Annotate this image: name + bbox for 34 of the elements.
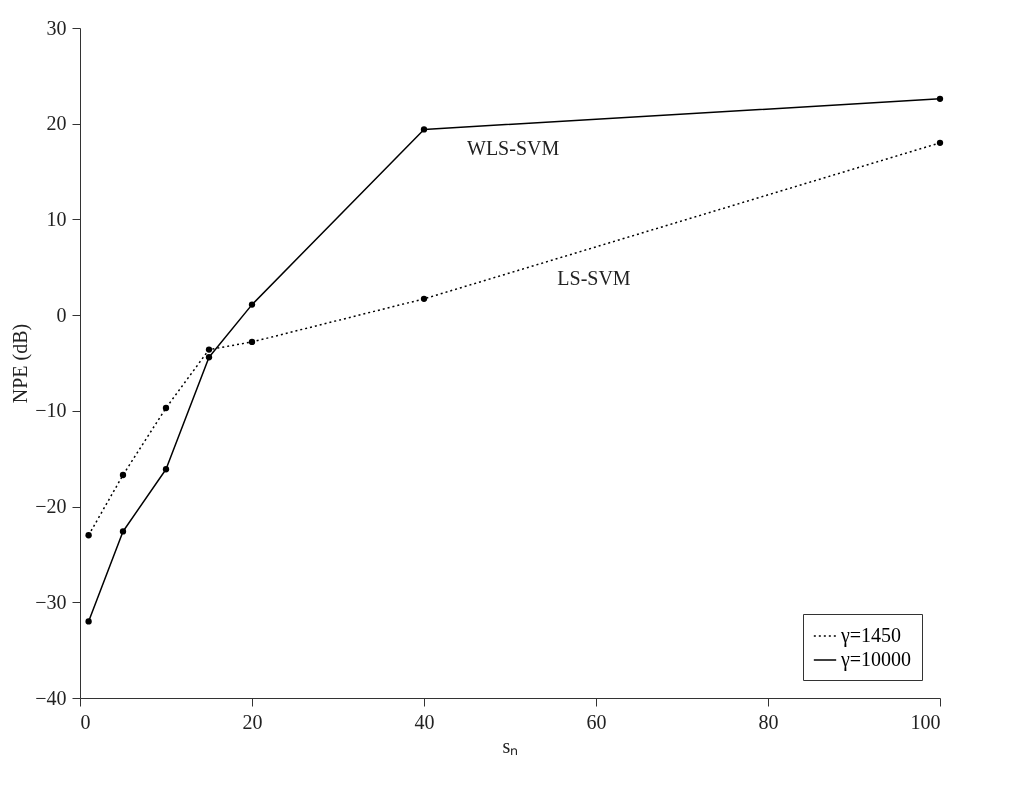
- x-tick-label: 60: [586, 710, 607, 733]
- point: [162, 404, 170, 412]
- legend-label: γ=10000: [840, 648, 912, 671]
- y-tick-label: −10: [35, 399, 67, 422]
- y-tick-label: 30: [46, 16, 67, 39]
- x-tick-label: 20: [242, 710, 263, 733]
- y-axis-title: NPE (dB): [9, 323, 33, 404]
- point: [85, 618, 92, 625]
- point: [420, 126, 428, 133]
- point: [248, 338, 256, 346]
- y-tick-label: 10: [46, 207, 67, 230]
- point: [85, 532, 92, 539]
- legend-label: γ=1450: [840, 624, 902, 647]
- y-tick-label: −30: [35, 590, 67, 613]
- y-tick-label: −20: [35, 495, 67, 518]
- point: [248, 301, 256, 308]
- x-tick-label: 100: [910, 710, 941, 733]
- y-tick-label: −40: [35, 686, 67, 709]
- annotation: WLS-SVM: [467, 136, 560, 159]
- y-tick-label: 20: [46, 112, 67, 135]
- point: [119, 528, 127, 535]
- point: [205, 354, 213, 361]
- x-tick-label: 80: [758, 710, 779, 733]
- x-tick-label: 0: [80, 710, 91, 733]
- point: [119, 471, 127, 479]
- point: [936, 95, 944, 102]
- point: [420, 295, 428, 303]
- x-tick-label: 40: [414, 710, 435, 733]
- point: [162, 466, 170, 473]
- point: [205, 346, 213, 353]
- annotation: LS-SVM: [557, 266, 631, 289]
- y-tick-label: 0: [56, 303, 67, 326]
- x-axis-title: sₙ: [502, 734, 519, 757]
- point: [936, 139, 944, 147]
